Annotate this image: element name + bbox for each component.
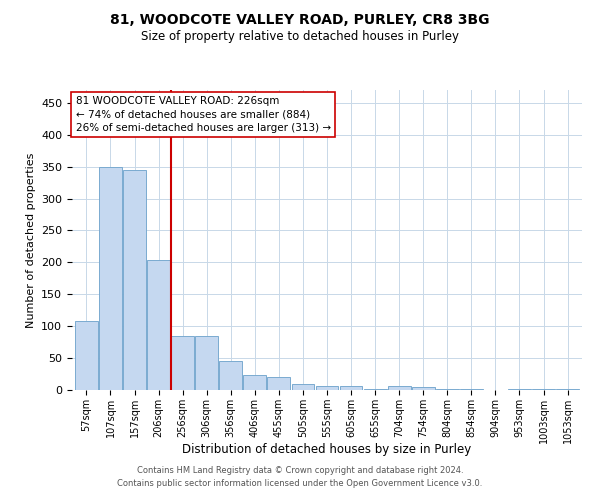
Bar bbox=[316, 386, 338, 390]
Bar bbox=[508, 388, 531, 390]
Text: Size of property relative to detached houses in Purley: Size of property relative to detached ho… bbox=[141, 30, 459, 43]
Bar bbox=[195, 336, 218, 390]
Text: Distribution of detached houses by size in Purley: Distribution of detached houses by size … bbox=[182, 442, 472, 456]
Bar bbox=[268, 377, 290, 390]
Bar bbox=[171, 336, 194, 390]
Bar bbox=[99, 167, 122, 390]
Text: 81 WOODCOTE VALLEY ROAD: 226sqm
← 74% of detached houses are smaller (884)
26% o: 81 WOODCOTE VALLEY ROAD: 226sqm ← 74% of… bbox=[76, 96, 331, 133]
Bar bbox=[364, 388, 386, 390]
Text: 81, WOODCOTE VALLEY ROAD, PURLEY, CR8 3BG: 81, WOODCOTE VALLEY ROAD, PURLEY, CR8 3B… bbox=[110, 12, 490, 26]
Bar bbox=[220, 360, 242, 390]
Bar bbox=[292, 384, 314, 390]
Bar bbox=[556, 388, 579, 390]
Bar bbox=[388, 386, 410, 390]
Bar bbox=[340, 386, 362, 390]
Bar bbox=[75, 321, 98, 390]
Bar bbox=[147, 260, 170, 390]
Bar bbox=[123, 170, 146, 390]
Bar bbox=[436, 388, 459, 390]
Text: Contains HM Land Registry data © Crown copyright and database right 2024.
Contai: Contains HM Land Registry data © Crown c… bbox=[118, 466, 482, 487]
Bar bbox=[412, 387, 434, 390]
Y-axis label: Number of detached properties: Number of detached properties bbox=[26, 152, 35, 328]
Bar bbox=[244, 376, 266, 390]
